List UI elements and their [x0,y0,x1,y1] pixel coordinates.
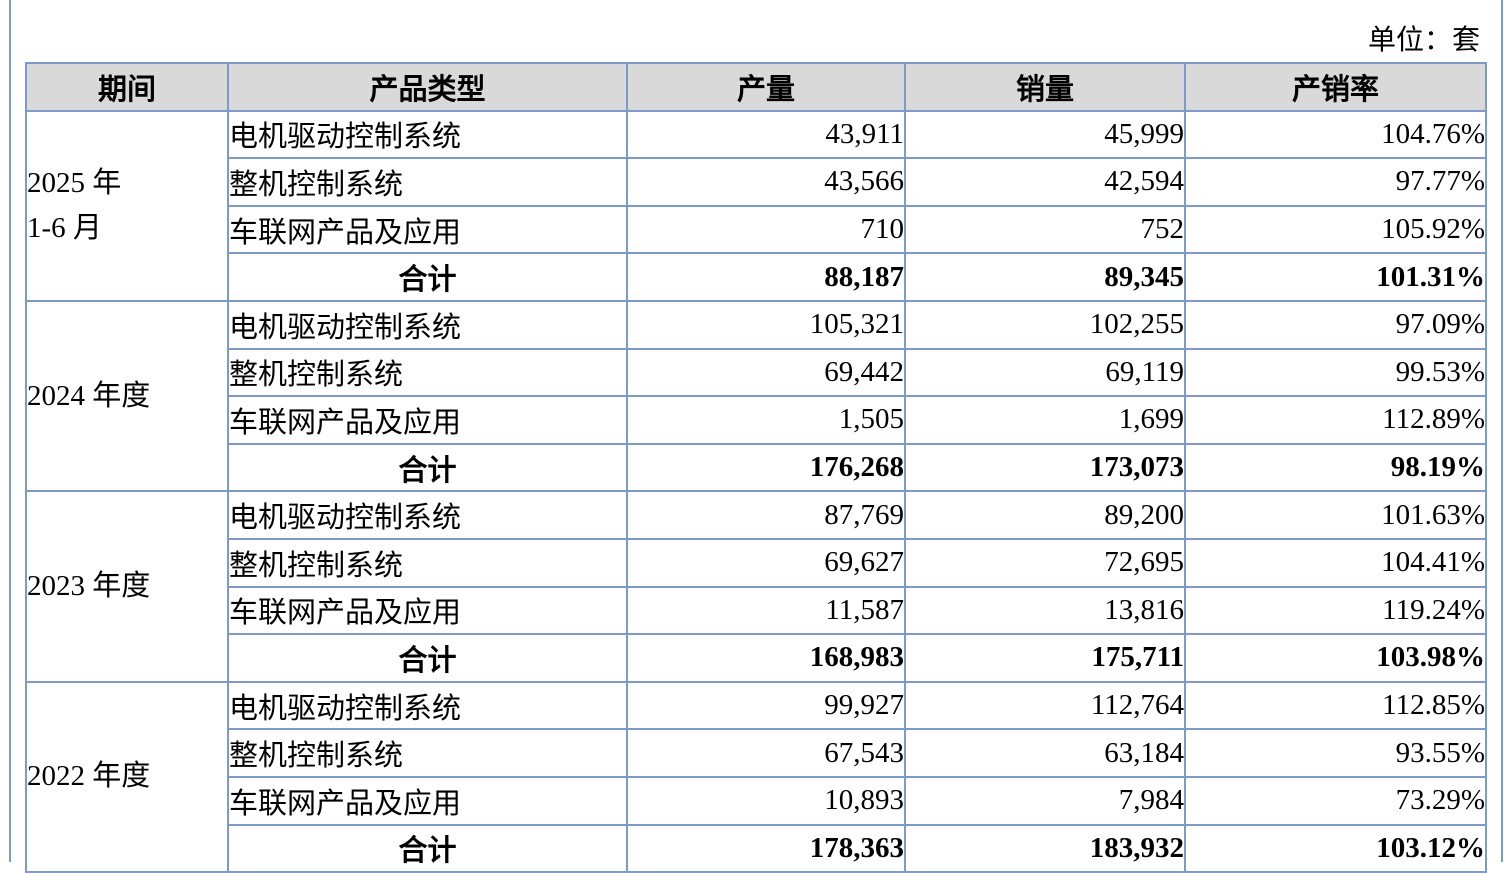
sales-cell: 752 [904,204,1186,255]
production-cell: 178,363 [626,823,906,873]
period-line: 2025 年 [27,166,122,199]
product-cell: 整机控制系统 [227,728,628,778]
ratio-cell: 73.29% [1184,775,1487,826]
product-cell: 车联网产品及应用 [227,775,628,826]
sales-cell: 89,345 [904,252,1186,302]
sales-cell: 69,119 [904,347,1186,398]
total-label-cell: 合计 [227,633,628,683]
table-row: 2023 年度 电机驱动控制系统 87,769 89,200 101.63% [25,490,1487,683]
table-row: 整机控制系统 67,543 63,184 93.55% [26,728,1487,778]
unit-label: 单位：套 [1367,25,1480,56]
table-row: 整机控制系统 69,442 69,119 99.53% [26,347,1487,398]
ratio-cell: 103.12% [1184,823,1487,873]
sales-cell: 112,764 [904,680,1186,731]
header-product-type: 产品类型 [227,62,628,112]
sales-cell: 7,984 [904,775,1186,826]
ratio-cell: 103.98% [1184,633,1487,683]
table-row: 车联网产品及应用 1,505 1,699 112.89% [26,395,1487,445]
sales-cell: 13,816 [904,585,1186,636]
sales-cell: 1,699 [904,395,1186,445]
ratio-cell: 112.85% [1184,680,1487,731]
header-sales: 销量 [904,62,1186,112]
header-row: 期间 产品类型 产量 销量 产销率 [25,62,1487,112]
sales-cell: 63,184 [904,728,1186,778]
production-cell: 87,769 [626,490,906,540]
product-cell: 电机驱动控制系统 [227,680,628,731]
production-cell: 105,321 [626,299,906,350]
period-cell: 2022 年度 [25,680,229,873]
sales-cell: 183,932 [904,823,1186,873]
production-cell: 99,927 [626,680,906,731]
table-row: 整机控制系统 69,627 72,695 104.41% [26,537,1487,588]
header-period: 期间 [25,62,229,112]
period-cell: 2024 年度 [25,299,229,493]
sales-cell: 42,594 [904,157,1186,207]
ratio-cell: 101.63% [1184,490,1487,540]
table-row: 车联网产品及应用 10,893 7,984 73.29% [26,775,1487,826]
period-cell: 2023 年度 [25,490,229,683]
ratio-cell: 101.31% [1184,252,1487,302]
product-cell: 整机控制系统 [227,347,628,398]
ratio-cell: 93.55% [1184,728,1487,778]
ratio-cell: 99.53% [1184,347,1487,398]
production-cell: 69,627 [626,537,906,588]
sales-cell: 72,695 [904,537,1186,588]
ratio-cell: 119.24% [1184,585,1487,636]
sales-cell: 175,711 [904,633,1186,683]
production-cell: 1,505 [626,395,906,445]
production-cell: 11,587 [626,585,906,636]
page-border-left [9,0,11,862]
table-row: 整机控制系统 43,566 42,594 97.77% [26,157,1487,207]
total-label-cell: 合计 [227,823,628,873]
production-cell: 176,268 [626,442,906,493]
table-row: 2025 年 1-6 月 电机驱动控制系统 43,911 45,999 104.… [25,109,1487,302]
product-cell: 整机控制系统 [227,537,628,588]
period-line: 2023 年度 [27,570,151,603]
production-cell: 168,983 [626,633,906,683]
production-cell: 88,187 [626,252,906,302]
total-row: 合计 176,268 173,073 98.19% [26,442,1487,493]
total-label-cell: 合计 [227,442,628,493]
table-row: 车联网产品及应用 710 752 105.92% [26,204,1487,255]
product-cell: 车联网产品及应用 [227,395,628,445]
product-cell: 整机控制系统 [227,157,628,207]
ratio-cell: 97.77% [1184,157,1487,207]
production-cell: 43,566 [626,157,906,207]
total-label-cell: 合计 [227,252,628,302]
period-line: 2024 年度 [27,379,151,412]
header-ratio: 产销率 [1184,62,1487,112]
table-row: 2022 年度 电机驱动控制系统 99,927 112,764 112.85% [25,680,1487,873]
ratio-cell: 104.41% [1184,537,1487,588]
product-cell: 车联网产品及应用 [227,585,628,636]
ratio-cell: 98.19% [1184,442,1487,493]
sales-cell: 102,255 [904,299,1186,350]
header-production: 产量 [626,62,906,112]
product-cell: 电机驱动控制系统 [227,299,628,350]
page-border-right [1501,0,1503,862]
ratio-cell: 97.09% [1184,299,1487,350]
sales-cell: 45,999 [904,109,1186,160]
product-cell: 电机驱动控制系统 [227,109,628,160]
production-cell: 710 [626,204,906,255]
total-row: 合计 178,363 183,932 103.12% [26,823,1487,873]
production-sales-table: 期间 产品类型 产量 销量 产销率 2025 年 1-6 月 电机驱动控制系统 … [25,62,1487,873]
sales-cell: 173,073 [904,442,1186,493]
sales-cell: 89,200 [904,490,1186,540]
production-cell: 69,442 [626,347,906,398]
table-row: 车联网产品及应用 11,587 13,816 119.24% [26,585,1487,636]
product-cell: 车联网产品及应用 [227,204,628,255]
production-cell: 43,911 [626,109,906,160]
ratio-cell: 105.92% [1184,204,1487,255]
period-cell: 2025 年 1-6 月 [25,109,229,302]
production-cell: 67,543 [626,728,906,778]
production-cell: 10,893 [626,775,906,826]
period-line: 2022 年度 [27,760,151,793]
ratio-cell: 104.76% [1184,109,1487,160]
product-cell: 电机驱动控制系统 [227,490,628,540]
period-line: 1-6 月 [27,211,102,244]
table-row: 2024 年度 电机驱动控制系统 105,321 102,255 97.09% [25,299,1487,493]
total-row: 合计 88,187 89,345 101.31% [26,252,1487,302]
ratio-cell: 112.89% [1184,395,1487,445]
total-row: 合计 168,983 175,711 103.98% [26,633,1487,683]
